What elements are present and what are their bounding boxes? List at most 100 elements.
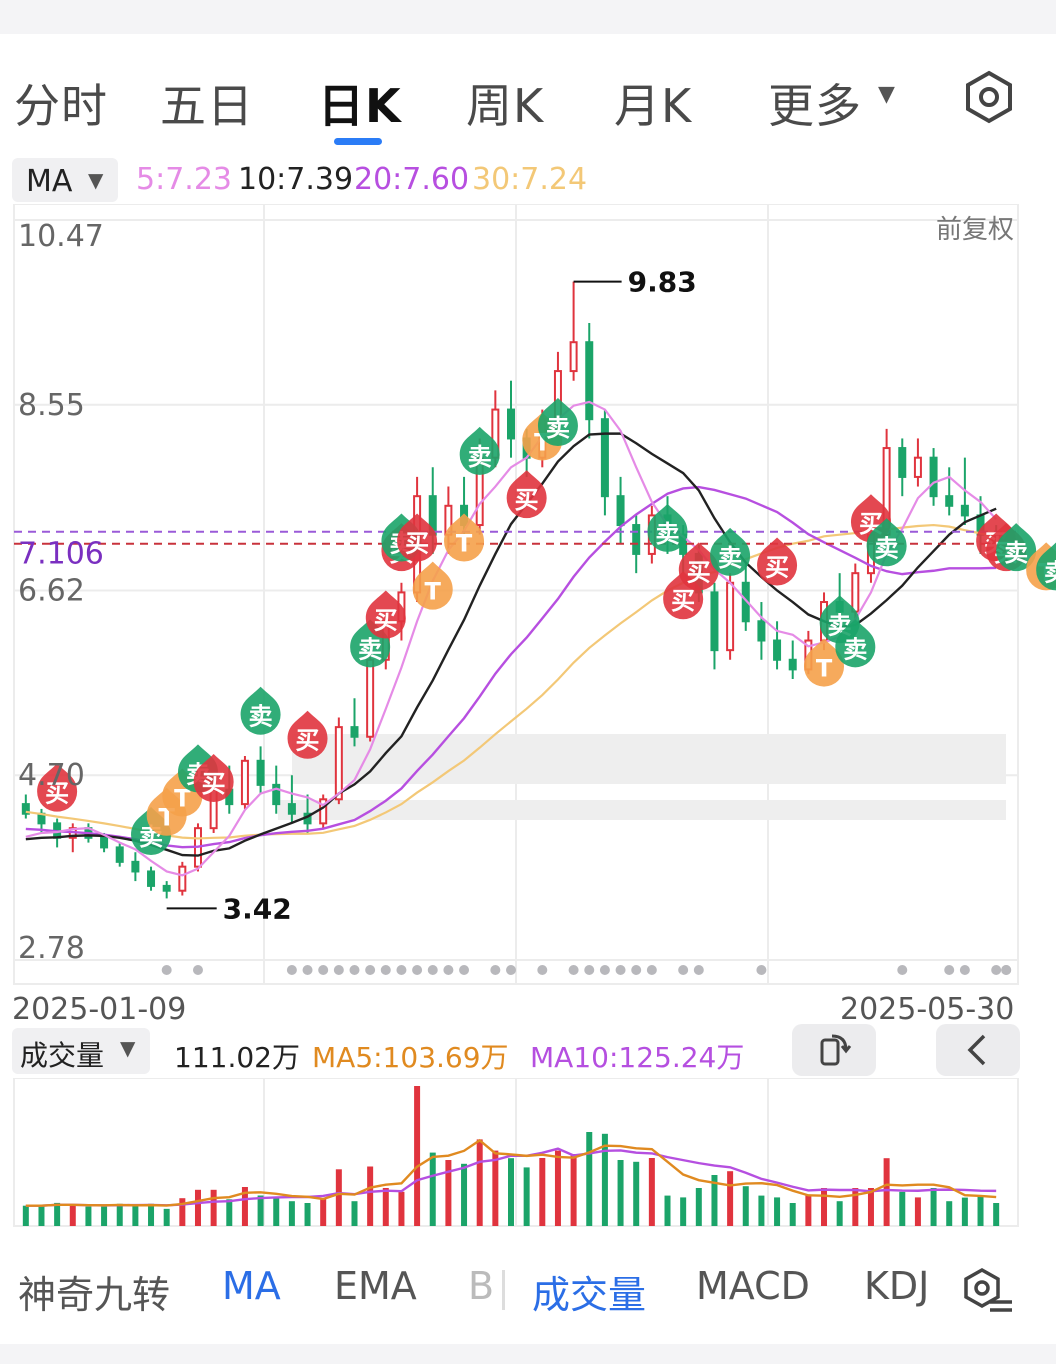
volume-bar <box>836 1201 843 1226</box>
volume-bar <box>101 1206 108 1226</box>
tab-ema[interactable]: EMA <box>334 1264 417 1308</box>
tab-intraday[interactable]: 分时 <box>14 79 108 133</box>
volume-bar <box>664 1195 671 1226</box>
volume-bar <box>508 1158 514 1226</box>
tab-boll[interactable]: B <box>468 1264 495 1308</box>
candle-body <box>851 572 860 613</box>
start-date: 2025-01-09 <box>12 992 187 1027</box>
event-dot <box>1001 965 1012 975</box>
volume-ma5: MA5:103.69万 <box>312 1041 509 1074</box>
event-dot <box>412 965 423 975</box>
volume-bar <box>774 1197 781 1226</box>
volume-select[interactable]: 成交量 ▼ <box>12 1028 150 1074</box>
marker-label: 卖 <box>1044 558 1056 586</box>
sell-signal-marker: 卖 <box>459 426 500 475</box>
y-label-current: 7.106 <box>18 537 104 572</box>
ma-select[interactable]: MA ▼ <box>12 158 118 202</box>
volume-bar <box>54 1202 61 1226</box>
event-dot <box>318 965 329 975</box>
tab-five-day[interactable]: 五日 <box>160 79 254 133</box>
candle-body <box>178 865 187 892</box>
y-label-bottom: 2.78 <box>18 931 85 966</box>
settings-hexagon-icon[interactable] <box>962 70 1016 124</box>
event-dot <box>365 965 376 975</box>
app-panel <box>0 34 1056 1344</box>
candle-body <box>710 591 719 652</box>
indicator-settings-icon[interactable] <box>960 1266 1016 1318</box>
y-label-top: 10.47 <box>18 219 104 254</box>
volume-bar <box>586 1132 593 1226</box>
tab-monthly-k[interactable]: 月K <box>614 79 693 133</box>
volume-bar <box>414 1086 421 1226</box>
collapse-button[interactable] <box>936 1024 1020 1076</box>
candle-body <box>100 836 109 849</box>
event-dot <box>490 965 501 975</box>
tab-daily-k[interactable]: 日K <box>318 79 402 133</box>
candle-body <box>272 783 281 806</box>
event-dot <box>286 965 297 975</box>
event-dot <box>584 965 595 975</box>
candle-body <box>898 447 907 478</box>
tab-magic-nine[interactable]: 神奇九转 <box>18 1273 171 1317</box>
sell-signal-marker: 卖 <box>866 518 907 567</box>
volume-bar <box>711 1175 718 1226</box>
tab-macd[interactable]: MACD <box>696 1264 810 1308</box>
volume-bar <box>758 1195 765 1226</box>
buy-signal-marker: 买 <box>506 470 547 519</box>
y-label-855: 8.55 <box>18 388 85 423</box>
volume-bar <box>554 1150 561 1226</box>
event-dot <box>693 965 704 975</box>
tab-ma[interactable]: MA <box>222 1264 281 1308</box>
tab-kdj[interactable]: KDJ <box>864 1264 930 1308</box>
volume-bar <box>382 1188 389 1226</box>
ma20-line <box>25 485 997 849</box>
volume-chart[interactable] <box>0 1078 1056 1230</box>
rotate-screen-button[interactable] <box>792 1024 876 1076</box>
marker-label: T <box>174 784 191 812</box>
candle-body <box>913 456 922 478</box>
y-label-470: 4.70 <box>18 758 85 793</box>
volume-ma-lines <box>25 1138 997 1207</box>
end-date: 2025-05-30 <box>840 992 1015 1027</box>
volume-bar <box>194 1189 201 1226</box>
sell-signal-marker: 卖 <box>647 503 688 552</box>
candle-body <box>945 495 954 507</box>
volume-value: 111.02万 <box>174 1041 300 1074</box>
event-dot <box>333 965 344 975</box>
marker-drop <box>866 518 907 567</box>
event-dot <box>568 965 579 975</box>
marker-label: 买 <box>296 727 320 755</box>
candle-body <box>147 870 156 887</box>
marker-label: 买 <box>515 486 539 514</box>
candlestick-chart[interactable]: 买卖TT卖买卖买卖买买T卖买T卖买T卖卖买买卖买T卖卖买卖买买卖T卖买 10.4… <box>0 204 1056 994</box>
event-dot <box>192 965 203 975</box>
marker-drop <box>537 398 578 447</box>
indicator-tabs: 神奇九转 MA EMA B 成交量 MACD KDJ <box>0 1258 1056 1322</box>
volume-bar <box>241 1187 248 1226</box>
volume-bar <box>914 1197 921 1226</box>
tab-volume[interactable]: 成交量 <box>532 1273 647 1317</box>
candle-body <box>773 639 782 661</box>
marker-label: 卖 <box>843 635 867 663</box>
marker-drop <box>835 619 876 668</box>
t-signal-marker: T <box>444 513 485 562</box>
tab-weekly-k[interactable]: 周K <box>466 79 545 133</box>
support-band <box>278 800 1006 820</box>
candle-body <box>788 658 797 671</box>
buy-signal-marker: 买 <box>365 590 406 639</box>
marker-label: 卖 <box>1004 539 1028 567</box>
marker-label: 买 <box>405 529 429 557</box>
divider <box>502 1270 505 1310</box>
ma5-value: 5:7.23 <box>136 162 232 197</box>
volume-bar <box>492 1150 499 1226</box>
volume-indicator-row: 成交量 ▼ 111.02万 MA5:103.69万 MA10:125.24万 <box>0 1024 1056 1078</box>
marker-label: 买 <box>374 606 398 634</box>
chevron-down-icon: ▼ <box>88 168 104 192</box>
volume-bar <box>523 1167 530 1226</box>
candle-body <box>240 759 249 806</box>
volume-bar <box>69 1204 76 1226</box>
event-dot <box>427 965 438 975</box>
volume-bar <box>351 1201 358 1226</box>
tab-more[interactable]: 更多 <box>768 79 862 133</box>
adjust-label[interactable]: 前复权 <box>936 215 1014 245</box>
